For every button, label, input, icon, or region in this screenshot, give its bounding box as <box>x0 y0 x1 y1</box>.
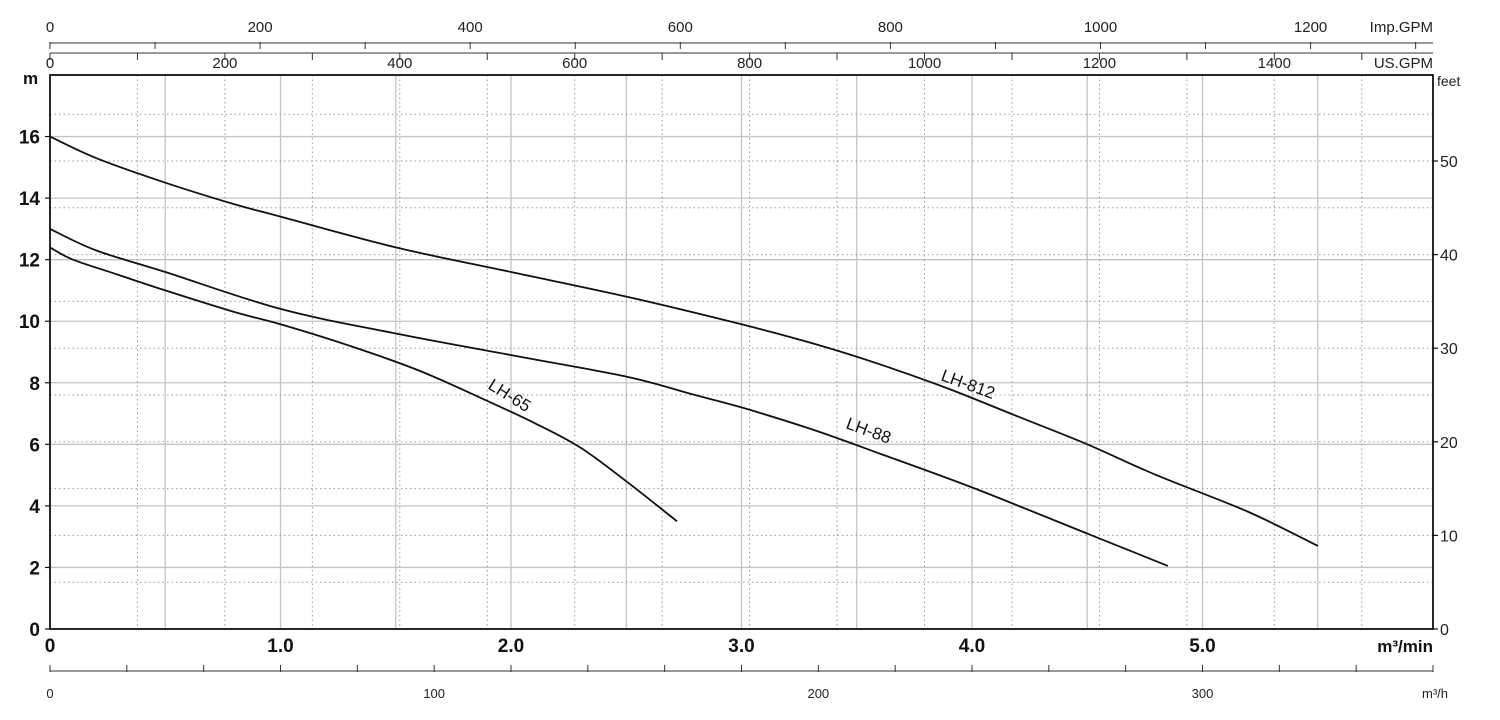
x-tick-label: 1.0 <box>267 636 293 657</box>
grid <box>50 74 1433 629</box>
feet-tick-label: 50 <box>1440 154 1458 171</box>
us-gpm-tick-label: 800 <box>737 55 762 72</box>
y-tick-label: 12 <box>19 251 40 272</box>
feet-tick-label: 20 <box>1440 435 1458 452</box>
x-tick-label: 5.0 <box>1189 636 1215 657</box>
x-tick-label: 0 <box>45 636 56 657</box>
imp-gpm-tick-label: 200 <box>248 19 273 36</box>
m3h-tick-label: 300 <box>1192 686 1214 701</box>
axes <box>45 42 1438 672</box>
y-unit-label: m <box>23 69 38 88</box>
x-unit-label: m³/min <box>1377 637 1433 656</box>
us-gpm-tick-label: 600 <box>562 55 587 72</box>
feet-unit-label: feet <box>1437 73 1460 89</box>
us-gpm-tick-label: 1000 <box>908 55 941 72</box>
imp-gpm-tick-label: 1000 <box>1084 19 1117 36</box>
m3h-tick-label: 0 <box>46 686 53 701</box>
y-tick-label: 4 <box>29 497 40 518</box>
curve-label-lh-65: LH-65 <box>485 375 534 416</box>
curve-lh-88 <box>49 228 1169 567</box>
performance-curves <box>49 135 1319 567</box>
imp-gpm-unit-label: Imp.GPM <box>1370 19 1433 36</box>
m3h-unit-label: m³/h <box>1422 686 1448 701</box>
y-tick-label: 6 <box>29 435 40 456</box>
y-tick-label: 10 <box>19 312 40 333</box>
us-gpm-tick-label: 200 <box>212 55 237 72</box>
curve-lh-65 <box>49 246 678 523</box>
y-tick-label: 2 <box>29 558 40 579</box>
x-tick-label: 2.0 <box>498 636 524 657</box>
x-tick-label: 3.0 <box>728 636 754 657</box>
imp-gpm-tick-label: 0 <box>46 19 54 36</box>
us-gpm-tick-label: 1200 <box>1083 55 1116 72</box>
curve-lh-812 <box>49 135 1319 547</box>
us-gpm-tick-label: 1400 <box>1258 55 1291 72</box>
feet-tick-label: 0 <box>1440 622 1449 639</box>
m3h-tick-label: 200 <box>807 686 829 701</box>
imp-gpm-tick-label: 400 <box>458 19 483 36</box>
feet-tick-label: 40 <box>1440 248 1458 265</box>
imp-gpm-tick-label: 600 <box>668 19 693 36</box>
feet-tick-label: 10 <box>1440 528 1458 545</box>
plot-frame <box>49 74 1434 630</box>
imp-gpm-tick-label: 1200 <box>1294 19 1327 36</box>
us-gpm-tick-label: 400 <box>387 55 412 72</box>
y-tick-label: 8 <box>29 374 40 395</box>
y-tick-label: 0 <box>29 620 40 641</box>
m3h-tick-label: 100 <box>423 686 445 701</box>
us-gpm-tick-label: 0 <box>46 55 54 72</box>
x-tick-label: 4.0 <box>959 636 985 657</box>
feet-tick-label: 30 <box>1440 341 1458 358</box>
imp-gpm-tick-label: 800 <box>878 19 903 36</box>
us-gpm-unit-label: US.GPM <box>1374 55 1433 72</box>
y-tick-label: 16 <box>19 128 40 149</box>
y-tick-label: 14 <box>19 189 41 210</box>
